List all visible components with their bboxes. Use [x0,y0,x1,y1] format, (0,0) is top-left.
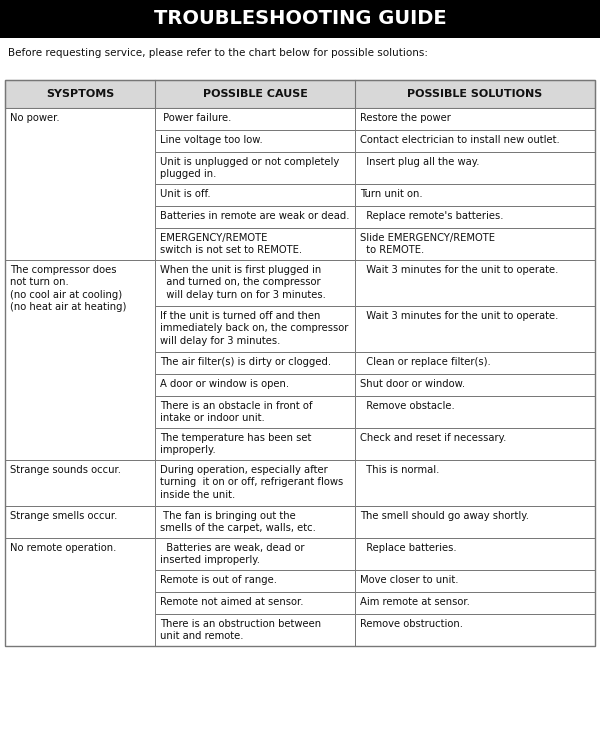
Bar [355,306,595,352]
Text: Before requesting service, please refer to the chart below for possible solution: Before requesting service, please refer … [8,48,428,58]
Bar [5,80,595,108]
Text: POSSIBLE SOLUTIONS: POSSIBLE SOLUTIONS [407,89,542,99]
Bar [155,428,355,460]
Text: Unit is off.: Unit is off. [160,189,211,199]
Bar [155,130,355,152]
Bar [155,152,355,184]
Bar [355,538,595,570]
Text: Check and reset if necessary.: Check and reset if necessary. [360,433,506,443]
Bar [155,206,355,228]
Bar [5,538,155,646]
Text: Remove obstruction.: Remove obstruction. [360,619,463,629]
Text: Batteries in remote are weak or dead.: Batteries in remote are weak or dead. [160,211,349,221]
Text: The fan is bringing out the
smells of the carpet, walls, etc.: The fan is bringing out the smells of th… [160,511,316,533]
Bar [355,592,595,614]
Bar [5,108,155,260]
Text: This is normal.: This is normal. [360,465,439,475]
Bar [5,80,595,646]
Text: No remote operation.: No remote operation. [10,543,116,553]
Text: EMERGENCY/REMOTE
switch is not set to REMOTE.: EMERGENCY/REMOTE switch is not set to RE… [160,233,302,255]
Text: A door or window is open.: A door or window is open. [160,379,289,389]
Bar [155,374,355,396]
Text: POSSIBLE CAUSE: POSSIBLE CAUSE [203,89,307,99]
Text: Wait 3 minutes for the unit to operate.: Wait 3 minutes for the unit to operate. [360,265,559,275]
Text: Slide EMERGENCY/REMOTE
  to REMOTE.: Slide EMERGENCY/REMOTE to REMOTE. [360,233,495,255]
Bar [5,260,155,460]
Bar [155,614,355,646]
Text: Unit is unplugged or not completely
plugged in.: Unit is unplugged or not completely plug… [160,157,339,180]
Bar [155,538,355,570]
Bar [155,506,355,538]
Bar [355,428,595,460]
Text: Replace remote's batteries.: Replace remote's batteries. [360,211,503,221]
Bar [355,260,595,306]
Bar [355,206,595,228]
Text: SYSPTOMS: SYSPTOMS [46,89,114,99]
Text: The compressor does
not turn on.
(no cool air at cooling)
(no heat air at heatin: The compressor does not turn on. (no coo… [10,265,127,312]
Text: Aim remote at sensor.: Aim remote at sensor. [360,597,470,607]
Text: Replace batteries.: Replace batteries. [360,543,457,553]
Text: Remove obstacle.: Remove obstacle. [360,401,455,411]
Text: Batteries are weak, dead or
inserted improperly.: Batteries are weak, dead or inserted imp… [160,543,305,565]
Text: Strange smells occur.: Strange smells occur. [10,511,118,521]
Text: Power failure.: Power failure. [160,113,232,123]
Bar [355,184,595,206]
Bar [155,228,355,260]
Text: The temperature has been set
improperly.: The temperature has been set improperly. [160,433,311,455]
Bar [355,152,595,184]
Text: Clean or replace filter(s).: Clean or replace filter(s). [360,357,491,367]
Text: Wait 3 minutes for the unit to operate.: Wait 3 minutes for the unit to operate. [360,311,559,321]
Bar [155,570,355,592]
Text: There is an obstacle in front of
intake or indoor unit.: There is an obstacle in front of intake … [160,401,313,423]
Text: Remote not aimed at sensor.: Remote not aimed at sensor. [160,597,304,607]
Bar [155,460,355,506]
Text: TROUBLESHOOTING GUIDE: TROUBLESHOOTING GUIDE [154,10,446,28]
Text: Restore the power: Restore the power [360,113,451,123]
Bar [155,184,355,206]
Text: Remote is out of range.: Remote is out of range. [160,575,277,585]
Text: The air filter(s) is dirty or clogged.: The air filter(s) is dirty or clogged. [160,357,331,367]
Bar [155,396,355,428]
Bar [155,592,355,614]
Text: Strange sounds occur.: Strange sounds occur. [10,465,121,475]
Bar [355,352,595,374]
Bar [155,108,355,130]
Text: There is an obstruction between
unit and remote.: There is an obstruction between unit and… [160,619,321,641]
Bar [355,228,595,260]
Bar [355,130,595,152]
Bar [155,260,355,306]
Text: Shut door or window.: Shut door or window. [360,379,465,389]
Text: No power.: No power. [10,113,59,123]
Bar [355,460,595,506]
Text: Move closer to unit.: Move closer to unit. [360,575,458,585]
Bar [355,374,595,396]
Bar [355,614,595,646]
Bar [155,306,355,352]
Bar [5,460,155,506]
Bar [355,506,595,538]
Text: When the unit is first plugged in
  and turned on, the compressor
  will delay t: When the unit is first plugged in and tu… [160,265,326,300]
Bar [355,570,595,592]
Text: If the unit is turned off and then
immediately back on, the compressor
will dela: If the unit is turned off and then immed… [160,311,349,346]
Bar [155,352,355,374]
Bar [355,108,595,130]
Text: Line voltage too low.: Line voltage too low. [160,135,263,145]
Bar [355,396,595,428]
Text: Turn unit on.: Turn unit on. [360,189,422,199]
Bar [0,0,600,38]
Text: Contact electrician to install new outlet.: Contact electrician to install new outle… [360,135,560,145]
Bar [5,506,155,538]
Text: During operation, especially after
turning  it on or off, refrigerant flows
insi: During operation, especially after turni… [160,465,343,500]
Text: The smell should go away shortly.: The smell should go away shortly. [360,511,529,521]
Text: Insert plug all the way.: Insert plug all the way. [360,157,479,167]
